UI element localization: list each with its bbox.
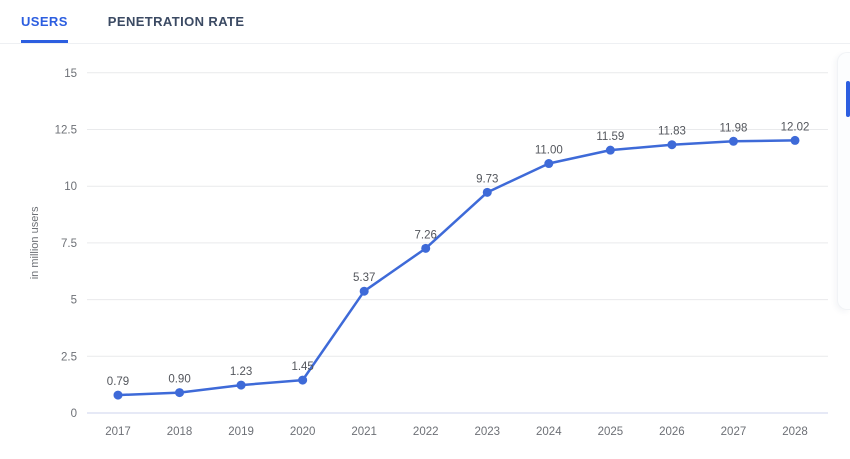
series-line xyxy=(116,139,797,397)
chart-area: 0 2.5 5 7.5 10 12.5 15 2017 2018 2019 2020 2021 2022… xyxy=(0,44,850,459)
data-point[interactable] xyxy=(544,159,554,169)
x-tick-label: 2023 xyxy=(474,426,500,438)
data-point[interactable] xyxy=(359,286,369,296)
data-point-label: 9.73 xyxy=(476,173,498,185)
data-point[interactable] xyxy=(175,388,185,398)
data-point[interactable] xyxy=(113,390,123,400)
data-point[interactable] xyxy=(482,187,492,197)
data-point-label: 11.59 xyxy=(596,131,624,143)
x-tick-label: 2019 xyxy=(228,426,254,438)
y-tick-label: 10 xyxy=(64,181,77,193)
data-point[interactable] xyxy=(605,145,615,155)
data-point-label: 11.00 xyxy=(535,145,563,157)
x-tick-label: 2024 xyxy=(536,426,562,438)
y-tick-label: 0 xyxy=(71,408,77,420)
x-tick-label: 2021 xyxy=(351,426,377,438)
data-point[interactable] xyxy=(421,243,431,253)
data-point[interactable] xyxy=(298,375,308,385)
data-point-label: 7.26 xyxy=(415,229,437,241)
y-tick-label: 5 xyxy=(71,295,77,307)
data-point[interactable] xyxy=(667,140,677,150)
x-tick-label: 2018 xyxy=(167,426,193,438)
side-panel-edge xyxy=(837,52,850,310)
data-point-label: 0.79 xyxy=(107,376,129,388)
data-point-label: 1.45 xyxy=(291,361,313,373)
tab-users[interactable]: USERS xyxy=(21,0,68,43)
x-tick-label: 2028 xyxy=(782,426,808,438)
tab-bar: USERS PENETRATION RATE xyxy=(0,0,850,44)
users-line-chart: 0 2.5 5 7.5 10 12.5 15 2017 2018 2019 2020 2021 2022… xyxy=(29,68,828,438)
x-tick-label: 2020 xyxy=(290,426,316,438)
scrollbar-thumb[interactable] xyxy=(846,81,850,117)
y-tick-label: 15 xyxy=(64,68,77,80)
data-point-label: 0.90 xyxy=(168,374,190,386)
data-point[interactable] xyxy=(728,136,738,146)
y-tick-label: 7.5 xyxy=(61,238,77,250)
data-point-label: 5.37 xyxy=(353,272,375,284)
x-tick-label: 2026 xyxy=(659,426,685,438)
y-tick-label: 12.5 xyxy=(55,125,77,137)
x-tick-label: 2022 xyxy=(413,426,439,438)
data-point[interactable] xyxy=(236,380,246,390)
x-tick-label: 2025 xyxy=(598,426,624,438)
x-tick-label: 2027 xyxy=(721,426,747,438)
data-point-label: 12.02 xyxy=(781,121,810,133)
tab-penetration-rate[interactable]: PENETRATION RATE xyxy=(107,14,245,29)
x-tick-label: 2017 xyxy=(105,426,131,438)
y-axis-title: in million users xyxy=(29,206,41,279)
data-point-label: 11.98 xyxy=(719,122,747,134)
data-point-label: 11.83 xyxy=(658,126,686,138)
y-tick-label: 2.5 xyxy=(61,351,77,363)
data-point-label: 1.23 xyxy=(230,366,252,378)
data-point[interactable] xyxy=(790,135,800,145)
